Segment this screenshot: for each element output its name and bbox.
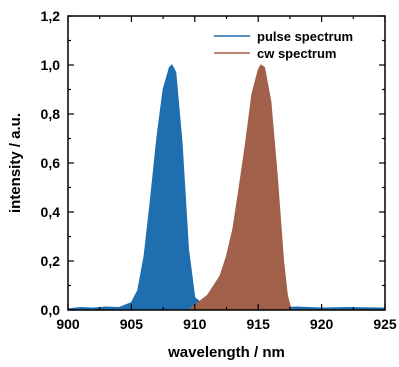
axis-ticks (67, 15, 386, 311)
y-tick-label: 0,2 (41, 253, 61, 269)
y-tick-label: 1,2 (41, 8, 61, 24)
plot-series (67, 64, 386, 311)
series-area-1 (186, 64, 292, 311)
legend: pulse spectrum cw spectrum (214, 29, 353, 61)
x-tick-label: 905 (120, 316, 144, 332)
y-tick-label: 1,0 (41, 57, 61, 73)
x-tick-label: 920 (310, 316, 334, 332)
legend-label-cw: cw spectrum (257, 46, 336, 61)
x-tick-label: 900 (56, 316, 80, 332)
x-axis-label: wavelength / nm (167, 344, 285, 361)
x-tick-label: 910 (183, 316, 207, 332)
y-axis-label: intensity / a.u. (7, 113, 24, 213)
y-tick-label: 0,8 (41, 106, 61, 122)
legend-label-pulse: pulse spectrum (257, 29, 353, 44)
x-tick-label: 925 (373, 316, 397, 332)
series-area-0 (67, 64, 386, 311)
axis-tick-labels: 900 905 910 915 920 925 0,0 0,2 0,4 0,6 0,8 1,0 1,2 (41, 8, 397, 332)
x-tick-label: 915 (247, 316, 271, 332)
y-tick-label: 0,4 (41, 204, 61, 220)
y-tick-label: 0,6 (41, 155, 61, 171)
y-tick-label: 0,0 (41, 302, 61, 318)
